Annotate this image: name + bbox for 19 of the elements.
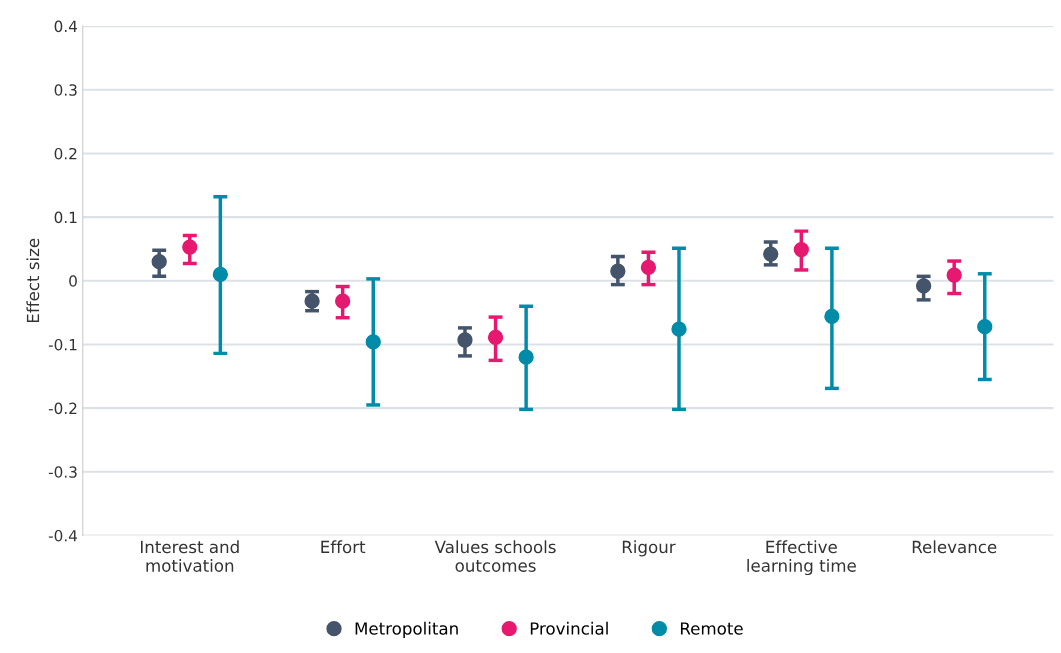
x-tick-label: Effort xyxy=(321,540,366,554)
x-tick-label: Relevance xyxy=(912,540,997,554)
y-tick-label: -0.3 xyxy=(48,466,77,478)
y-tick-label: -0.4 xyxy=(48,529,78,542)
x-tick-label: Rigour xyxy=(622,540,676,557)
x-tick-label: Values schools outcomes xyxy=(434,540,556,572)
y-tick-label: -0.1 xyxy=(48,338,77,351)
legend-label: Remote xyxy=(680,622,743,635)
y-tick-label: 0 xyxy=(69,275,77,287)
y-tick-label: 0.3 xyxy=(54,84,77,96)
y-tick-label: 0.2 xyxy=(54,147,77,160)
x-tick-label: Interest and motivation xyxy=(140,540,239,572)
y-tick-label: 0.4 xyxy=(54,20,78,33)
legend-label: Metropolitan xyxy=(355,621,458,638)
legend-label: Provincial xyxy=(530,621,608,635)
y-axis-title: Effect size xyxy=(26,238,40,323)
y-tick-label: 0.1 xyxy=(54,211,77,224)
y-tick-label: -0.2 xyxy=(48,402,77,415)
x-tick-label: Effective learning time xyxy=(747,540,856,576)
